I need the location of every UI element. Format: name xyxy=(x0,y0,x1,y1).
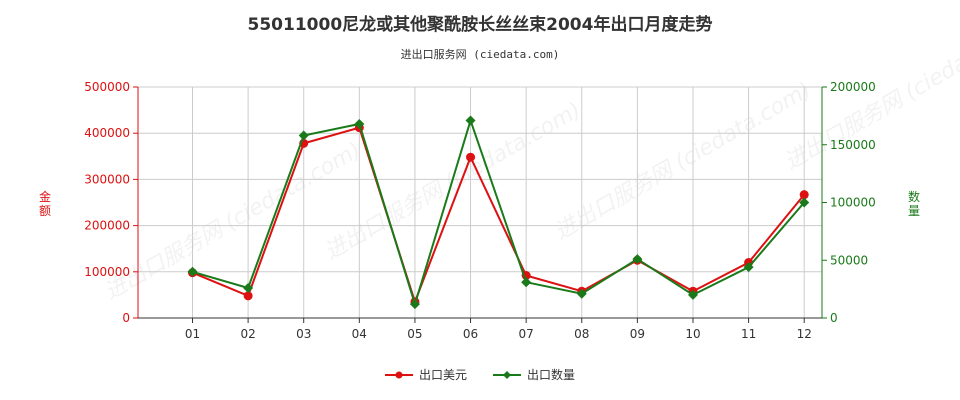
series-layer xyxy=(187,115,810,310)
data-point-quantity xyxy=(521,277,532,288)
data-point-quantity xyxy=(576,288,587,299)
data-point-quantity xyxy=(687,289,698,300)
data-point-quantity xyxy=(187,266,198,277)
series-line-amount xyxy=(192,126,805,305)
data-point-quantity xyxy=(298,130,309,141)
chart-subtitle: 进出口服务网 (ciedata.com) xyxy=(400,48,560,61)
x-axis-tick-label: 11 xyxy=(741,327,756,341)
legend-line-red-icon xyxy=(384,371,413,378)
legend-item-quantity[interactable]: 出口数量 xyxy=(493,366,575,383)
data-point-amount xyxy=(799,190,809,200)
right-axis-tick-label: 200000 xyxy=(830,80,876,94)
right-axis-tick-label: 50000 xyxy=(830,253,868,267)
x-axis-tick-label: 05 xyxy=(407,327,422,341)
left-axis-tick-label: 400000 xyxy=(84,126,130,140)
x-axis-tick-label: 04 xyxy=(352,327,367,341)
x-axis-tick-label: 10 xyxy=(685,327,700,341)
left-axis-tick-label: 100000 xyxy=(84,265,130,279)
data-point-amount xyxy=(466,152,476,162)
data-point-quantity xyxy=(409,299,420,310)
data-point-quantity xyxy=(243,282,254,293)
watermark-text: 进出口服务网 (ciedata.com) xyxy=(101,138,366,305)
left-axis-tick-label: 200000 xyxy=(84,219,130,233)
x-axis-tick-label: 07 xyxy=(519,327,534,341)
legend-item-amount[interactable]: 出口美元 xyxy=(384,366,467,383)
x-axis-tick-label: 02 xyxy=(240,327,255,341)
x-axis-tick-label: 08 xyxy=(574,327,589,341)
x-axis-tick-label: 09 xyxy=(630,327,645,341)
axes: 0100000200000300000400000500000050000100… xyxy=(84,80,876,341)
right-axis-tick-label: 100000 xyxy=(830,196,876,210)
left-axis-tick-label: 500000 xyxy=(84,80,130,94)
data-point-quantity xyxy=(354,118,365,129)
left-axis-tick-label: 300000 xyxy=(84,172,130,186)
data-point-quantity xyxy=(799,197,810,208)
data-point-quantity xyxy=(465,115,476,126)
legend-label-quantity: 出口数量 xyxy=(527,368,576,382)
x-axis-tick-label: 03 xyxy=(296,327,311,341)
watermark-text: 进出口服务网 (ciedata.com) xyxy=(551,78,816,245)
data-point-quantity xyxy=(743,262,754,273)
legend-label-amount: 出口美元 xyxy=(418,368,467,382)
left-axis-tick-label: 0 xyxy=(122,311,130,325)
legend: 出口美元 出口数量 xyxy=(0,366,960,383)
right-axis-tick-label: 150000 xyxy=(830,138,876,152)
legend-line-green-icon xyxy=(493,370,521,379)
right-axis-title: 数量 xyxy=(907,190,920,218)
data-point-amount xyxy=(243,291,253,301)
left-axis-title: 金额 xyxy=(38,190,51,218)
x-axis-tick-label: 12 xyxy=(797,327,812,341)
x-axis-tick-label: 06 xyxy=(463,327,478,341)
series-line-quantity xyxy=(192,117,805,308)
right-axis-tick-label: 0 xyxy=(830,311,838,325)
chart-title: 55011000尼龙或其他聚酰胺长丝丝束2004年出口月度走势 xyxy=(247,15,713,35)
x-axis-tick-label: 01 xyxy=(185,327,200,341)
data-point-quantity xyxy=(632,254,643,265)
